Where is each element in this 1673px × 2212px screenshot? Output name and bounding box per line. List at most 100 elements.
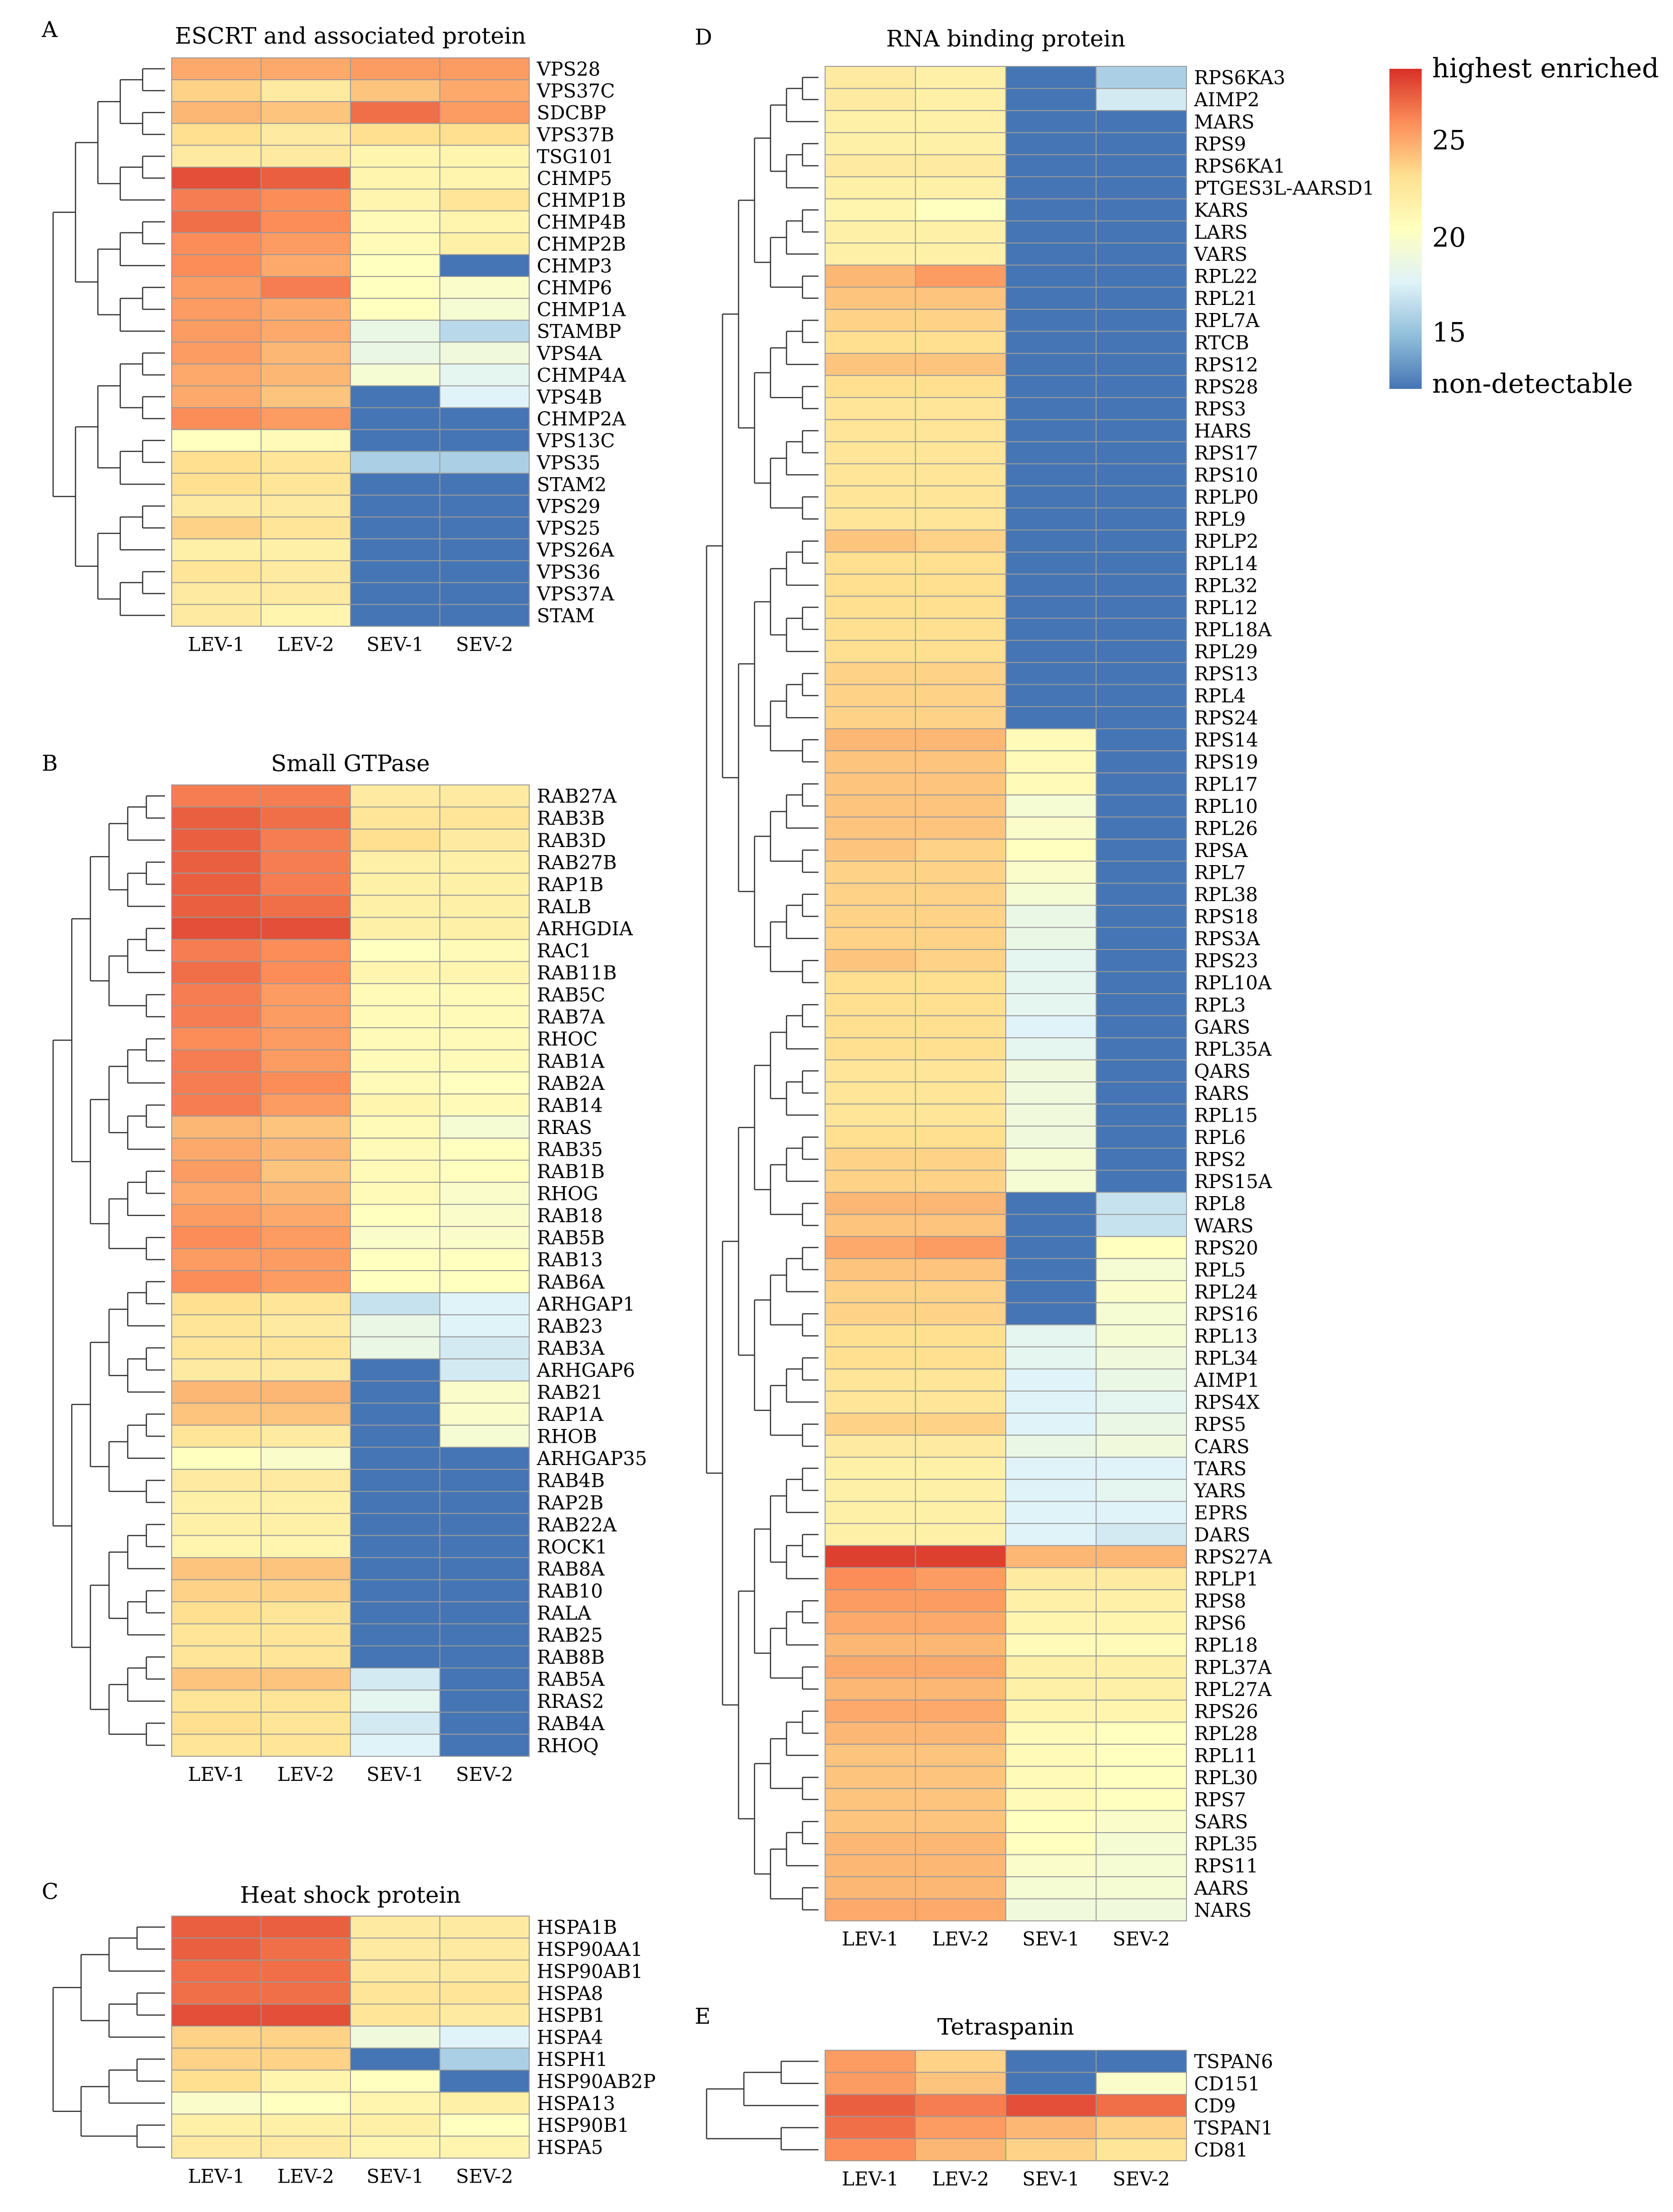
heatmap-cell-vps28-sev-1 [350, 57, 441, 81]
heatmap-cell-rps16-lev-2 [915, 1302, 1006, 1326]
heatmap-cell-rpl6-sev-2 [1095, 1125, 1187, 1149]
heatmap-cell-chmp4a-sev-2 [439, 363, 530, 387]
row-label: RPS12 [1194, 354, 1258, 376]
heatmap-cell-rala-lev-1 [171, 1601, 262, 1624]
heatmap-cell-rpl32-lev-2 [915, 573, 1006, 597]
row-label: SDCBP [537, 102, 606, 124]
row-label: RAB10 [537, 1580, 603, 1602]
heatmap-cell-rps8-sev-1 [1005, 1589, 1097, 1613]
heatmap-cell-tspan1-lev-1 [825, 2116, 916, 2139]
heatmap-cell-rpl11-lev-1 [825, 1743, 916, 1767]
heatmap-cell-rab4b-sev-1 [350, 1469, 441, 1492]
heatmap-cell-kars-sev-1 [1005, 198, 1097, 221]
heatmap-cell-rras-lev-1 [171, 1115, 262, 1139]
heatmap-cell-rab4b-sev-2 [439, 1469, 530, 1492]
heatmap-cell-rala-sev-1 [350, 1601, 441, 1624]
heatmap-cell-rpl38-sev-2 [1095, 883, 1187, 906]
heatmap-cell-rpl28-lev-1 [825, 1722, 916, 1745]
heatmap-cell-hspa5-lev-1 [171, 2136, 262, 2159]
heatmap-cell-rps13-sev-1 [1005, 662, 1097, 685]
heatmap-cell-tsg101-sev-1 [350, 145, 441, 168]
heatmap-cell-rplp2-lev-1 [825, 529, 916, 553]
heatmap-cell-rpl14-lev-1 [825, 552, 916, 575]
heatmap-cell-rpl17-sev-1 [1005, 772, 1097, 796]
heatmap-cell-rab10-lev-2 [260, 1579, 351, 1603]
heatmap-cell-stam2-lev-1 [171, 472, 262, 496]
heatmap-cell-rps4x-sev-2 [1095, 1391, 1187, 1414]
row-label: RPL17 [1194, 774, 1258, 795]
heatmap-cell-rars-lev-2 [915, 1081, 1006, 1105]
heatmap-cell-rps18-lev-1 [825, 904, 916, 928]
heatmap-cell-rras-sev-2 [439, 1115, 530, 1139]
heatmap-cell-hsp90b1-sev-1 [350, 2113, 441, 2137]
heatmap-cell-sars-lev-2 [915, 1810, 1006, 1833]
heatmap-cell-rpl5-sev-2 [1095, 1258, 1187, 1281]
heatmap-cell-rps28-sev-1 [1005, 375, 1097, 398]
heatmap-cell-rpl8-lev-2 [915, 1192, 1006, 1215]
heatmap-cell-rplp0-sev-2 [1095, 485, 1187, 508]
heatmap-cell-rpl37a-lev-1 [825, 1655, 916, 1679]
heatmap-cell-rab5b-lev-1 [171, 1226, 262, 1249]
row-label: RAB3A [537, 1337, 605, 1359]
heatmap-cell-rps6ka3-sev-1 [1005, 66, 1097, 89]
heatmap-cell-hsph1-lev-1 [171, 2047, 262, 2071]
heatmap-cell-rps3a-sev-2 [1095, 927, 1187, 950]
heatmap-cell-rpl28-sev-1 [1005, 1722, 1097, 1745]
heatmap-cell-rpl21-sev-1 [1005, 286, 1097, 310]
heatmap-cell-rab1a-lev-1 [171, 1049, 262, 1073]
heatmap-cell-kars-lev-2 [915, 198, 1006, 221]
heatmap-cell-rps12-sev-2 [1095, 353, 1187, 376]
heatmap-cell-rac1-lev-2 [260, 939, 351, 962]
heatmap-cell-arhgap1-lev-2 [260, 1292, 351, 1316]
row-label: RAB11B [537, 962, 617, 984]
heatmap-cell-rpl24-lev-1 [825, 1280, 916, 1303]
heatmap-cell-rps27a-sev-1 [1005, 1545, 1097, 1568]
heatmap-cell-rps5-lev-2 [915, 1412, 1006, 1436]
heatmap-cell-vps35-lev-2 [260, 451, 351, 474]
row-label: VPS28 [536, 58, 600, 80]
row-label: RAB8B [537, 1647, 605, 1668]
heatmap-cell-hsp90ab2p-sev-1 [350, 2069, 441, 2093]
heatmap-cell-rpl5-lev-2 [915, 1258, 1006, 1281]
row-label: CHMP2A [537, 408, 626, 430]
heatmap-cell-hspb1-lev-1 [171, 2003, 262, 2027]
legend-tick-20: 20 [1432, 222, 1466, 253]
row-label: ARHGAP6 [536, 1360, 635, 1382]
heatmap-cell-hspa8-lev-2 [260, 1982, 351, 2005]
heatmap-cell-rpl35-sev-1 [1005, 1832, 1097, 1855]
heatmap-cell-tsg101-sev-2 [439, 145, 530, 168]
column-label: LEV-1 [188, 1764, 245, 1786]
heatmap-cell-rpl29-lev-1 [825, 640, 916, 663]
row-label: ROCK1 [537, 1536, 607, 1558]
heatmap-cell-rps3a-lev-1 [825, 927, 916, 950]
heatmap-cell-rab14-sev-2 [439, 1093, 530, 1117]
heatmap-cell-vps37a-lev-2 [260, 582, 351, 605]
heatmap-cell-vps35-lev-1 [171, 451, 262, 474]
heatmap-cell-sars-sev-1 [1005, 1810, 1097, 1833]
heatmap-cell-rab13-sev-1 [350, 1248, 441, 1272]
row-label: RPS18 [1194, 906, 1258, 928]
heatmap-cell-rps17-lev-2 [915, 441, 1006, 464]
row-label: RPS6KA1 [1194, 156, 1285, 177]
row-label: RAB4B [537, 1470, 605, 1492]
row-label: HSPH1 [537, 2049, 608, 2071]
heatmap-cell-chmp5-lev-2 [260, 166, 351, 190]
heatmap-cell-rab18-sev-1 [350, 1204, 441, 1227]
row-label: RPS6 [1194, 1613, 1246, 1634]
row-label: RPL10A [1194, 972, 1272, 994]
heatmap-cell-tspan1-lev-2 [915, 2116, 1006, 2139]
row-label: TSPAN6 [1194, 2051, 1273, 2073]
heatmap-cell-rab8a-lev-2 [260, 1557, 351, 1580]
heatmap-cell-rab23-sev-2 [439, 1314, 530, 1337]
heatmap-cell-rab11b-sev-1 [350, 961, 441, 984]
row-label: TSPAN1 [1194, 2118, 1273, 2139]
row-label: HSPA5 [537, 2137, 603, 2159]
heatmap-cell-hsp90aa1-sev-1 [350, 1937, 441, 1961]
heatmap-cell-rpl34-sev-2 [1095, 1346, 1187, 1370]
heatmap-cell-rras2-lev-1 [171, 1689, 262, 1713]
row-label: CARS [1194, 1436, 1250, 1458]
heatmap-cell-rps12-sev-1 [1005, 353, 1097, 376]
row-label: CD151 [1194, 2073, 1260, 2095]
heatmap-cell-hsph1-sev-2 [439, 2047, 530, 2071]
row-label: STAMBP [537, 321, 621, 343]
